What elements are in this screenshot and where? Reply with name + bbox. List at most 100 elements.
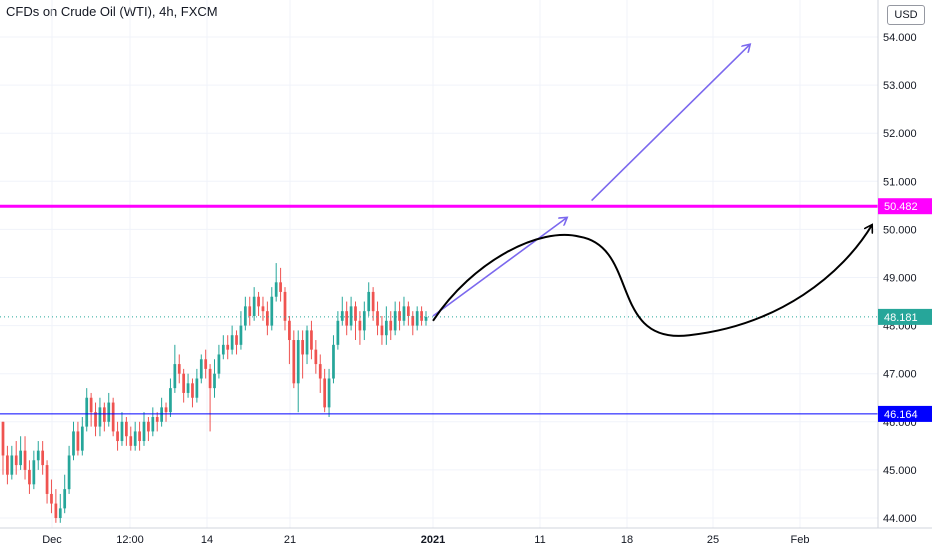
- candle: [63, 474, 67, 514]
- candle: [314, 340, 318, 374]
- candle-body: [41, 450, 45, 466]
- candle: [191, 378, 194, 408]
- candle-body: [323, 378, 327, 408]
- candle: [235, 330, 238, 355]
- candle: [323, 368, 327, 413]
- candle: [67, 445, 71, 494]
- candle: [50, 479, 53, 514]
- candle: [138, 421, 141, 451]
- price-tag-label: 48.181: [884, 312, 918, 324]
- candle: [420, 306, 423, 326]
- candle: [41, 441, 45, 475]
- candle-body: [191, 383, 194, 398]
- candles-layer: [1, 263, 428, 523]
- candle-body: [358, 320, 362, 331]
- levels-layer[interactable]: [0, 204, 878, 415]
- price-tick-label: 51.000: [883, 176, 917, 188]
- candle-body: [23, 450, 27, 470]
- candle: [182, 368, 186, 403]
- candle-body: [336, 320, 340, 345]
- symbol-title[interactable]: CFDs on Crude Oil (WTI), 4h, FXCM: [6, 4, 218, 19]
- candle: [415, 306, 419, 331]
- candle-body: [1, 421, 5, 456]
- candle: [380, 315, 384, 345]
- time-tick-label: 12:00: [116, 534, 144, 546]
- candle: [318, 354, 322, 393]
- price-tag-label: 46.164: [884, 409, 918, 421]
- candle: [226, 335, 230, 360]
- projection-curve-arrow: [432, 225, 872, 337]
- price-tag-box: [878, 308, 932, 325]
- candle: [362, 301, 366, 341]
- candle-body: [376, 311, 379, 326]
- candle: [345, 301, 349, 336]
- drawings-layer[interactable]: [432, 44, 872, 337]
- candle: [169, 378, 172, 417]
- candle-body: [133, 431, 137, 446]
- time-tick-label: 21: [284, 534, 296, 546]
- candle: [336, 311, 340, 350]
- price-tick-label: 50.000: [883, 224, 917, 236]
- candle-body: [398, 311, 401, 321]
- candle: [292, 330, 296, 389]
- candle: [340, 296, 344, 326]
- candle: [120, 412, 124, 446]
- candle: [274, 263, 278, 302]
- candle: [116, 421, 119, 451]
- candle: [243, 296, 247, 331]
- candle-body: [270, 296, 274, 326]
- candle: [288, 315, 291, 365]
- candle-body: [182, 373, 186, 393]
- candle-body: [19, 450, 22, 466]
- candle-body: [142, 421, 146, 442]
- candle-body: [252, 296, 256, 316]
- candle: [23, 436, 27, 480]
- candle-body: [261, 306, 265, 312]
- candle-body: [239, 325, 243, 345]
- candle-body: [424, 316, 428, 321]
- candle-body: [283, 291, 287, 321]
- candle-body: [266, 311, 269, 326]
- candle-body: [14, 455, 18, 466]
- chart-grid: [0, 0, 878, 528]
- candle-body: [415, 311, 419, 326]
- currency-button[interactable]: USD: [887, 5, 925, 25]
- candle-body: [208, 368, 212, 389]
- candle: [177, 354, 181, 384]
- candle: [72, 421, 75, 461]
- price-tag-box: [878, 405, 932, 422]
- candle: [155, 412, 159, 432]
- candle: [36, 441, 40, 470]
- candle-body: [407, 306, 410, 316]
- price-tag-box: [878, 198, 932, 215]
- candle: [151, 407, 155, 437]
- candle-body: [177, 364, 181, 374]
- candle-body: [155, 416, 159, 422]
- candle: [160, 397, 163, 427]
- time-axis[interactable]: Dec 12:00 14 21 2021 11 18 25 Feb: [42, 534, 809, 546]
- time-tick-label: 11: [534, 534, 545, 546]
- candle: [6, 445, 9, 485]
- candle-body: [217, 354, 221, 374]
- candle-body: [89, 397, 93, 413]
- candle: [367, 282, 371, 316]
- candle-body: [380, 325, 384, 336]
- candle: [213, 359, 216, 398]
- candle: [376, 301, 379, 336]
- candle-body: [301, 340, 304, 355]
- candle: [28, 460, 31, 494]
- candle-body: [85, 397, 89, 427]
- candle-body: [120, 421, 124, 442]
- candle-body: [6, 455, 9, 475]
- candle-body: [102, 407, 106, 422]
- projection-arrow: [432, 217, 567, 317]
- price-axis[interactable]: 44.00045.00046.00047.00048.00049.00050.0…: [883, 32, 917, 525]
- candle-body: [402, 306, 406, 321]
- candle-body: [138, 431, 141, 442]
- candle: [327, 368, 331, 417]
- candle: [283, 287, 287, 331]
- candle-body: [340, 311, 344, 321]
- candle-body: [80, 426, 84, 451]
- candle-body: [45, 465, 49, 494]
